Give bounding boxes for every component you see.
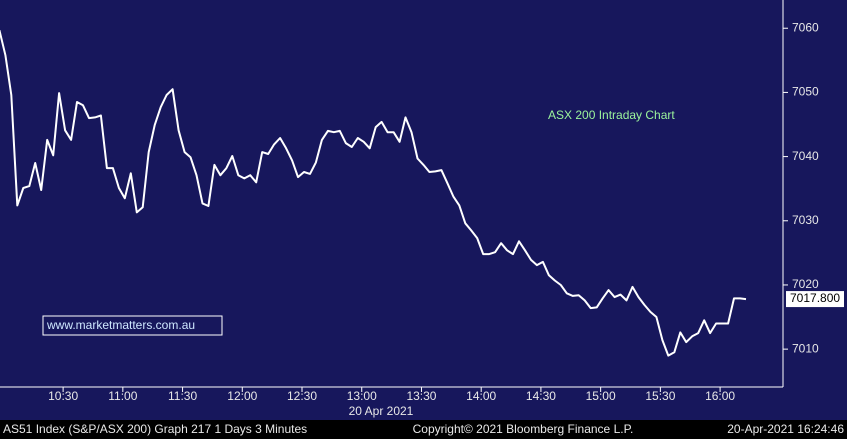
footer-right: 20-Apr-2021 16:24:46	[727, 422, 844, 436]
x-date-label: 20 Apr 2021	[349, 404, 414, 418]
x-tick-label: 10:30	[48, 389, 78, 403]
footer-left: AS51 Index (S&P/ASX 200) Graph 217 1 Day…	[3, 422, 307, 436]
chart-background	[0, 0, 847, 420]
x-tick-label: 15:30	[645, 389, 675, 403]
y-tick-label: 7060	[792, 20, 819, 34]
x-tick-label: 15:00	[586, 389, 616, 403]
watermark: www.marketmatters.com.au	[46, 318, 195, 332]
y-tick-label: 7020	[792, 277, 819, 291]
x-tick-label: 11:00	[108, 389, 137, 403]
x-tick-label: 14:00	[466, 389, 496, 403]
last-price-label: 7017.800	[790, 291, 840, 305]
annotation: ASX 200 Intraday Chart	[548, 108, 675, 122]
y-tick-label: 7040	[792, 149, 819, 163]
price-line	[0, 29, 747, 357]
last-price-tag	[786, 291, 844, 308]
y-tick-label: 7050	[792, 85, 819, 99]
x-tick-label: 13:00	[347, 389, 377, 403]
x-tick-label: 13:30	[406, 389, 436, 403]
x-tick-label: 11:30	[168, 389, 197, 403]
x-tick-label: 12:30	[287, 389, 317, 403]
footer-center: Copyright© 2021 Bloomberg Finance L.P.	[413, 422, 634, 436]
x-tick-label: 16:00	[705, 389, 735, 403]
x-tick-label: 12:00	[227, 389, 257, 403]
watermark-box	[42, 315, 223, 336]
x-tick-label: 14:30	[526, 389, 556, 403]
y-tick-label: 7010	[792, 341, 819, 355]
footer-bar	[0, 420, 847, 439]
y-tick-label: 7030	[792, 213, 819, 227]
